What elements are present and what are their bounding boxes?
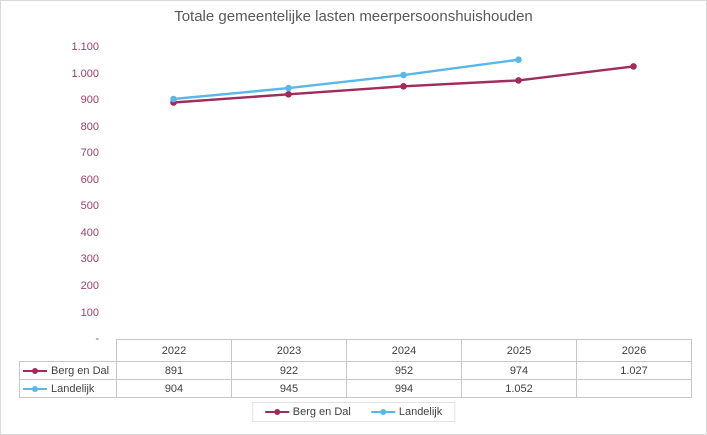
data-table: 2022 2023 2024 2025 2026 Berg en Dal 891… [19,339,692,398]
y-tick-label: 400 [80,226,99,239]
series-key-icon [23,366,47,375]
table-cell: 945 [231,379,347,398]
legend-item-landelijk: Landelijk [370,406,443,418]
table-cell: 891 [116,361,232,380]
y-tick-label: 800 [80,120,99,133]
table-cell: 1.027 [576,361,692,380]
y-tick-label: 700 [80,147,99,160]
series-key-icon [23,384,47,393]
legend-key-icon [264,408,289,417]
legend-label: Landelijk [398,406,443,418]
y-tick-label: 1.100 [71,41,99,53]
table-row-berg-en-dal: Berg en Dal 891 922 952 974 1.027 [19,361,692,380]
table-header-cell: 2026 [576,339,692,362]
legend: Berg en Dal Landelijk [251,402,456,422]
table-header-cell: 2025 [461,339,577,362]
table-cell: 922 [231,361,347,380]
legend-label: Berg en Dal [292,406,351,418]
table-header-row: 2022 2023 2024 2025 2026 [20,339,692,362]
table-cell: 974 [461,361,577,380]
table-corner-cell [20,340,117,362]
y-tick-label: 300 [80,253,99,266]
y-tick-label: 1.000 [71,67,99,80]
y-tick-label: 600 [80,173,99,186]
table-header-cell: 2024 [346,339,462,362]
table-row-label: Berg en Dal [19,361,117,380]
chart-title: Totale gemeentelijke lasten meerpersoons… [174,8,533,25]
y-tick-label: 100 [80,306,99,319]
legend-key-icon [370,408,395,417]
y-tick-label: 900 [80,94,99,107]
table-cell [576,379,692,398]
y-tick-label: - [95,333,99,345]
series-name: Berg en Dal [51,364,110,377]
table-header-cell: 2022 [116,339,232,362]
table-cell: 904 [116,379,232,398]
table-cell: 994 [346,379,462,398]
y-tick-label: 500 [80,200,99,213]
series-name: Landelijk [51,382,95,395]
table-row-label: Landelijk [19,379,117,398]
y-tick-label: 200 [80,279,99,292]
table-row-landelijk: Landelijk 904 945 994 1.052 [19,379,692,398]
table-cell: 1.052 [461,379,577,398]
legend-item-berg-en-dal: Berg en Dal [264,406,351,418]
table-header-cell: 2023 [231,339,347,362]
table-cell: 952 [346,361,462,380]
